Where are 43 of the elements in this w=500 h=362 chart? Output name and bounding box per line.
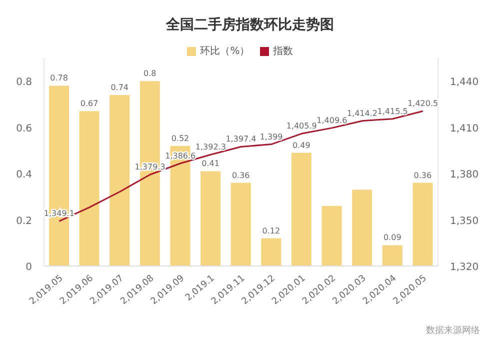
text: 数据来源网络 <box>426 326 480 336</box>
bar <box>200 171 221 266</box>
bar <box>291 152 312 266</box>
y-tick-label: 0.8 <box>16 77 32 88</box>
y-tick-label: 0.6 <box>16 123 32 134</box>
data-label: 0.09 <box>383 233 402 242</box>
bar <box>261 238 282 266</box>
data-label: 0.41 <box>202 159 220 168</box>
data-label: 1,414.2 <box>346 108 378 118</box>
legend-label: 环比（%） <box>200 46 250 57</box>
y-tick-label: 0 <box>26 262 32 273</box>
bar <box>79 111 100 266</box>
data-label: 1,399 <box>260 132 283 142</box>
data-label: 1,397.4 <box>226 134 256 144</box>
y-tick-label: 0.4 <box>16 170 32 181</box>
data-label: 1,405.9 <box>286 122 317 131</box>
data-label: 1,392.3 <box>195 142 226 152</box>
data-label: 1,420.5 <box>408 99 438 108</box>
chart-title: 全国二手房指数环比走势图 <box>165 16 335 34</box>
data-label: 0.12 <box>262 226 280 236</box>
bar <box>352 190 372 266</box>
bar <box>382 245 402 266</box>
data-label: 0.8 <box>144 69 156 78</box>
y2-tick-label: 1,320 <box>450 262 479 273</box>
bar <box>322 206 342 266</box>
data-label: 0.78 <box>50 74 68 83</box>
bar <box>412 182 433 266</box>
data-label: 0.67 <box>80 99 98 108</box>
bar <box>230 182 251 266</box>
data-label: 0.36 <box>232 170 250 180</box>
y2-tick-label: 1,350 <box>450 216 479 227</box>
data-label: 0.52 <box>171 134 190 143</box>
y2-tick-label: 1,440 <box>450 77 479 88</box>
data-label: 0.74 <box>110 82 129 92</box>
bar <box>110 94 130 266</box>
data-label: 1,415.5 <box>377 106 408 116</box>
y2-tick-label: 1,410 <box>450 123 479 134</box>
data-label: 0.49 <box>292 140 310 150</box>
data-label: 0.36 <box>414 170 432 180</box>
y-tick-label: 0.2 <box>16 216 32 227</box>
y2-tick-label: 1,380 <box>450 170 479 181</box>
data-label: 1,409.6 <box>316 116 348 125</box>
legend-label: 指数 <box>272 46 293 57</box>
